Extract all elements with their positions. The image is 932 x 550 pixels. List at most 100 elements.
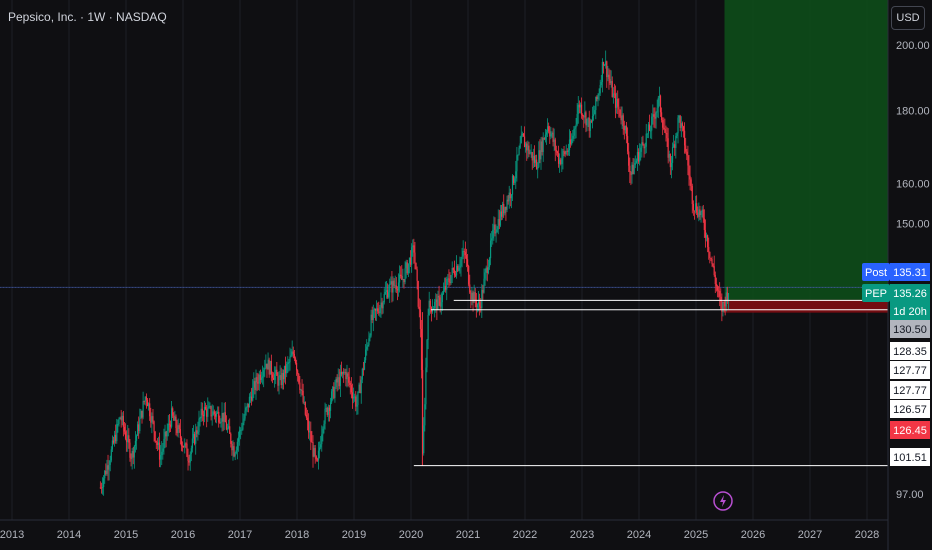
- candle-body: [694, 203, 697, 211]
- candle-body: [563, 151, 565, 153]
- candle-body: [537, 166, 539, 170]
- candle-body: [391, 281, 393, 293]
- candle-body: [332, 386, 334, 392]
- candle-body: [395, 285, 397, 290]
- candle-body: [639, 151, 641, 162]
- candle-body: [619, 109, 621, 117]
- candle-body: [499, 211, 502, 226]
- candle-body: [452, 268, 454, 271]
- candle-body: [432, 308, 435, 310]
- candle-body: [603, 64, 606, 66]
- price-tag-badge: [862, 284, 890, 302]
- candle-body: [399, 274, 401, 283]
- candle-body: [366, 346, 368, 350]
- candle-body: [419, 309, 422, 329]
- candle-body: [567, 150, 570, 152]
- candle-body: [99, 487, 101, 489]
- candle-body: [708, 247, 710, 252]
- candle-body: [606, 61, 608, 78]
- candle-body: [671, 147, 674, 163]
- currency-button[interactable]: USD: [891, 6, 925, 30]
- candle-body: [357, 391, 359, 406]
- candle-body: [258, 374, 260, 384]
- candle-body: [424, 404, 426, 426]
- candle-body: [405, 262, 407, 269]
- candle-body: [316, 459, 318, 461]
- candle-body: [167, 423, 169, 431]
- candle-body: [702, 209, 704, 219]
- candle-body: [416, 269, 418, 281]
- candle-body: [541, 141, 543, 152]
- candle-body: [281, 372, 283, 386]
- candle-body: [194, 434, 196, 444]
- candle-body: [675, 136, 677, 148]
- candle-body: [519, 143, 521, 148]
- candle-body: [469, 284, 471, 293]
- candle-body: [667, 138, 669, 158]
- candle-body: [270, 360, 272, 375]
- candle-body: [439, 297, 441, 307]
- price-tag: [890, 263, 930, 281]
- candle-body: [268, 359, 270, 375]
- candle-body: [221, 412, 223, 422]
- candle-body: [529, 152, 531, 154]
- candle-body: [232, 446, 234, 451]
- candle-body: [473, 292, 475, 303]
- candle-body: [142, 401, 144, 418]
- candle-body: [550, 133, 552, 137]
- candle-body: [578, 104, 580, 108]
- price-tag-value: 135.31: [893, 267, 927, 279]
- candle-body: [522, 133, 525, 137]
- candle-body: [201, 408, 203, 415]
- candle-body: [103, 478, 105, 487]
- candle-body: [104, 470, 106, 479]
- candle-body: [654, 117, 656, 119]
- candle-body: [564, 152, 566, 155]
- candle-body: [485, 267, 487, 273]
- candle-body: [214, 414, 217, 417]
- candle-body: [351, 392, 354, 399]
- lightning-icon[interactable]: [713, 491, 733, 511]
- candle-body: [285, 365, 287, 374]
- candle-body: [324, 408, 326, 424]
- candle-body: [679, 115, 681, 128]
- candle-body: [241, 429, 243, 431]
- candle-body: [723, 301, 725, 303]
- candle-body: [404, 268, 406, 283]
- y-tick-label: 150.00: [896, 218, 930, 230]
- x-tick-label: 2021: [456, 529, 480, 541]
- candle-body: [180, 438, 183, 446]
- candle-body: [607, 74, 609, 78]
- candle-body: [293, 353, 295, 359]
- candle-body: [342, 371, 344, 375]
- candle-body: [363, 360, 366, 370]
- candle-body: [289, 356, 291, 363]
- candle-body: [297, 370, 299, 374]
- candle-body: [135, 435, 138, 441]
- candle-body: [138, 424, 140, 432]
- candle-body: [643, 144, 645, 149]
- candle-body: [594, 110, 596, 115]
- candle-body: [107, 465, 109, 470]
- candle-body: [176, 428, 178, 434]
- x-tick-label: 2020: [399, 529, 423, 541]
- candle-body: [568, 139, 571, 151]
- candle-body: [223, 412, 225, 422]
- candle-body: [477, 301, 480, 305]
- candle-body: [347, 373, 349, 377]
- candle-body: [278, 377, 280, 386]
- candle-body: [139, 418, 141, 432]
- x-tick-label: 2018: [285, 529, 309, 541]
- candle-body: [402, 279, 404, 280]
- profit-zone[interactable]: [724, 0, 889, 300]
- candle-body: [599, 85, 601, 94]
- candle-body: [417, 280, 419, 307]
- candle-body: [438, 295, 440, 298]
- candle-body: [321, 434, 323, 445]
- candle-body: [313, 448, 315, 457]
- candle-body: [687, 155, 689, 166]
- candle-body: [306, 417, 309, 421]
- candle-body: [655, 112, 657, 119]
- candle-body: [660, 112, 663, 121]
